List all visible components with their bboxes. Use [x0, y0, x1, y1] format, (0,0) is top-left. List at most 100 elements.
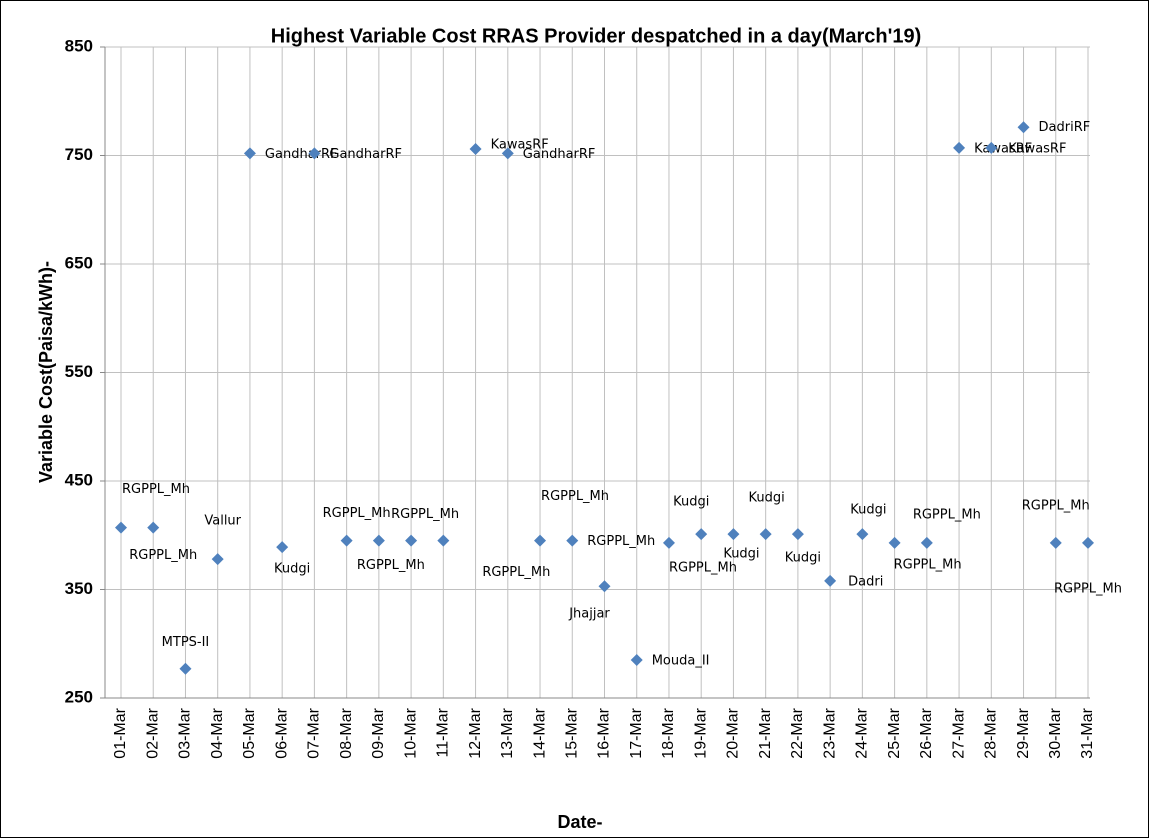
x-tick-label: 07-Mar: [306, 707, 323, 758]
point-label: RGPPL_Mh: [122, 482, 190, 497]
x-tick-label: 16-Mar: [596, 707, 613, 758]
x-tick-label: 08-Mar: [338, 707, 355, 758]
x-tick-label: 09-Mar: [370, 707, 387, 758]
y-tick-label: 450: [65, 470, 93, 489]
x-tick-label: 17-Mar: [628, 707, 645, 758]
point: [695, 528, 708, 541]
x-tick-label: 30-Mar: [1047, 707, 1064, 758]
point-label: KawasRF: [1008, 141, 1066, 156]
y-axis-label: Variable Cost(Paisa/kWh)-: [36, 261, 56, 483]
point: [662, 536, 675, 549]
point: [1082, 536, 1094, 549]
x-tick-label: 26-Mar: [918, 707, 935, 758]
x-tick-label: 13-Mar: [499, 707, 516, 758]
x-tick-label: 25-Mar: [886, 707, 903, 758]
point: [1017, 121, 1030, 134]
point: [566, 534, 579, 547]
point-label: Kudgi: [673, 495, 709, 510]
point-label: RGPPL_Mh: [391, 507, 459, 522]
point-label: Vallur: [204, 514, 241, 529]
point: [759, 528, 772, 541]
point-label: RGPPL_Mh: [1054, 581, 1122, 596]
point-label: GandharRF: [523, 147, 596, 162]
point-label: RGPPL_Mh: [1022, 498, 1090, 513]
point: [115, 521, 127, 534]
point: [308, 147, 321, 160]
point: [953, 141, 966, 154]
point-label: GandharRF: [265, 147, 338, 162]
x-axis-label: Date-: [557, 812, 602, 832]
point-label: RGPPL_Mh: [587, 534, 655, 549]
chart-title: Highest Variable Cost RRAS Provider desp…: [271, 25, 922, 47]
point-label: RGPPL_Mh: [357, 558, 425, 573]
x-tick-label: 14-Mar: [531, 707, 548, 758]
y-tick-label: 650: [65, 253, 93, 272]
y-tick-label: 550: [65, 362, 93, 381]
point: [630, 654, 643, 667]
x-tick-label: 19-Mar: [692, 707, 709, 758]
point-label: RGPPL_Mh: [894, 557, 962, 572]
point: [179, 662, 192, 675]
point-label: Kudgi: [723, 547, 759, 562]
point: [824, 574, 837, 587]
point: [888, 536, 901, 549]
point-label: MTPS-II: [162, 635, 210, 650]
point: [791, 528, 804, 541]
y-tick-label: 250: [65, 687, 93, 706]
point: [534, 534, 547, 547]
point: [147, 521, 160, 534]
point-label: Kudgi: [274, 562, 310, 577]
point: [243, 147, 256, 160]
point-label: RGPPL_Mh: [323, 506, 391, 521]
x-tick-label: 02-Mar: [144, 707, 161, 758]
x-tick-label: 06-Mar: [273, 707, 290, 758]
x-tick-label: 29-Mar: [1015, 707, 1032, 758]
point: [985, 141, 998, 154]
x-tick-label: 11-Mar: [435, 707, 452, 757]
x-tick-label: 04-Mar: [209, 707, 226, 758]
y-tick-label: 350: [65, 579, 93, 598]
point: [856, 528, 869, 541]
x-tick-label: 27-Mar: [950, 707, 967, 758]
x-tick-label: 15-Mar: [563, 707, 580, 758]
point-label: RGPPL_Mh: [482, 565, 550, 580]
y-tick-label: 750: [65, 145, 93, 164]
point-label: RGPPL_Mh: [913, 507, 981, 522]
point: [469, 142, 482, 155]
x-tick-label: 01-Mar: [112, 707, 129, 758]
point: [276, 541, 289, 554]
point: [340, 534, 353, 547]
point: [501, 147, 514, 160]
point-label: Kudgi: [749, 491, 785, 506]
point-label: Jhajjar: [568, 607, 610, 622]
point: [1049, 536, 1062, 549]
point: [727, 528, 740, 541]
point: [372, 534, 385, 547]
x-tick-label: 20-Mar: [725, 707, 742, 758]
point: [211, 553, 224, 566]
point-label: Kudgi: [785, 551, 821, 566]
x-tick-label: 23-Mar: [821, 707, 838, 758]
x-tick-label: 05-Mar: [241, 707, 258, 758]
point-label: Dadri: [848, 574, 883, 589]
point-label: KawasRF: [491, 137, 549, 152]
x-tick-label: 28-Mar: [983, 707, 1000, 758]
point: [598, 580, 611, 593]
x-tick-label: 03-Mar: [177, 707, 194, 758]
point-label: GandharRF: [329, 147, 402, 162]
point: [920, 536, 933, 549]
x-tick-label: 12-Mar: [467, 707, 484, 758]
x-tick-label: 18-Mar: [660, 707, 677, 758]
x-tick-label: 22-Mar: [789, 707, 806, 758]
point-label: RGPPL_Mh: [541, 489, 609, 504]
point-label: RGPPL_Mh: [669, 560, 737, 575]
y-tick-label: 850: [65, 36, 93, 55]
x-tick-label: 24-Mar: [854, 707, 871, 758]
x-tick-label: 21-Mar: [757, 707, 774, 758]
x-tick-label: 31-Mar: [1079, 707, 1096, 758]
point: [437, 534, 450, 547]
x-tick-label: 10-Mar: [402, 707, 419, 758]
point-label: Kudgi: [850, 503, 886, 518]
point-label: RGPPL_Mh: [129, 548, 197, 563]
